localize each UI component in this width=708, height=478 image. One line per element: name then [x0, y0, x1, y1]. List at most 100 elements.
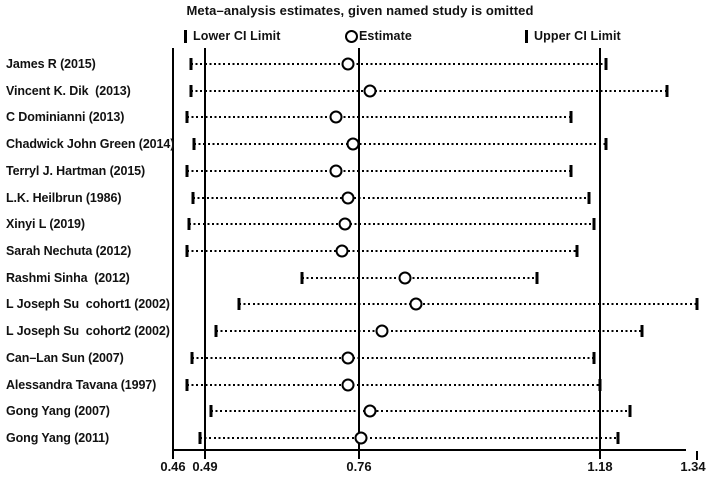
lower-ci-marker: [189, 84, 193, 97]
lower-ci-marker: [237, 298, 241, 311]
upper-ci-marker: [616, 431, 620, 444]
lower-ci-marker: [198, 431, 202, 444]
legend-upper-ci: Upper CI Limit: [525, 29, 621, 43]
ci-dotted-line: [210, 410, 631, 413]
estimate-marker: [341, 191, 355, 205]
ci-dotted-line: [239, 303, 697, 306]
upper-ci-marker: [592, 218, 596, 231]
lower-ci-marker: [189, 58, 193, 70]
study-label: Gong Yang (2011): [6, 430, 110, 445]
upper-ci-marker: [604, 58, 608, 70]
x-axis-tick-label: 0.49: [192, 459, 218, 474]
upper-ci-marker: [569, 111, 573, 124]
estimate-marker: [363, 84, 377, 98]
ci-dotted-line: [216, 330, 643, 333]
study-label: L Joseph Su cohort2 (2002): [6, 324, 170, 339]
ci-dotted-line: [191, 89, 667, 92]
estimate-marker: [409, 297, 423, 311]
estimate-marker: [335, 244, 349, 258]
upper-ci-marker: [575, 244, 579, 257]
upper-ci-marker: [640, 325, 644, 338]
ci-dotted-line: [199, 436, 619, 439]
upper-ci-bar-icon: [525, 29, 528, 43]
ci-dotted-line: [186, 249, 578, 252]
lower-ci-marker: [191, 191, 195, 204]
lower-ci-marker: [185, 111, 189, 124]
ci-dotted-line: [301, 276, 537, 279]
study-label: C Dominianni (2013): [6, 110, 125, 125]
lower-ci-marker: [209, 405, 213, 418]
lower-ci-marker: [187, 218, 191, 231]
estimate-marker: [363, 404, 377, 418]
ci-dotted-line: [186, 116, 572, 119]
lower-ci-marker: [185, 244, 189, 257]
lower-ci-marker: [185, 378, 189, 391]
study-label: James R (2015): [6, 57, 96, 71]
upper-ci-marker: [695, 298, 699, 311]
study-label: Can–Lan Sun (2007): [6, 350, 124, 365]
study-label: Gong Yang (2007): [6, 404, 110, 419]
estimate-circle-icon: [345, 29, 358, 43]
legend-lower-ci: Lower CI Limit: [184, 29, 281, 43]
upper-ci-marker: [604, 138, 608, 151]
estimate-marker: [338, 217, 352, 231]
x-axis-tick: [358, 450, 360, 459]
legend-estimate: Estimate: [345, 29, 412, 43]
upper-ci-marker: [628, 405, 632, 418]
estimate-marker: [341, 351, 355, 365]
upper-ci-marker: [569, 164, 573, 177]
estimate-marker: [398, 271, 412, 285]
x-axis-tick-label: 1.18: [587, 459, 613, 474]
estimate-marker: [341, 378, 355, 392]
upper-ci-marker: [587, 191, 591, 204]
ref-line-overall-lower-ci: [204, 48, 206, 450]
chart-title: Meta–analysis estimates, given named stu…: [186, 3, 534, 18]
upper-ci-marker: [592, 351, 596, 364]
lower-ci-marker: [214, 325, 218, 338]
x-axis-tick: [172, 450, 174, 459]
x-axis-tick-label: 1.34: [680, 459, 706, 474]
legend-lower-label: Lower CI Limit: [193, 29, 281, 43]
ci-dotted-line: [191, 63, 607, 65]
ci-dotted-line: [186, 169, 572, 172]
estimate-marker: [329, 164, 343, 178]
upper-ci-marker: [598, 378, 602, 391]
study-label: Terryl J. Hartman (2015): [6, 163, 146, 178]
estimate-marker: [354, 431, 368, 445]
lower-ci-marker: [300, 271, 304, 284]
x-axis-tick-label: 0.76: [346, 459, 372, 474]
ci-dotted-line: [194, 143, 607, 146]
ci-dotted-line: [192, 356, 595, 359]
study-label: Vincent K. Dik (2013): [6, 83, 131, 98]
estimate-marker: [341, 57, 355, 71]
ci-dotted-line: [189, 223, 595, 226]
study-label: Sarah Nechuta (2012): [6, 243, 132, 258]
lower-ci-marker: [192, 138, 196, 151]
estimate-marker: [329, 110, 343, 124]
ref-line-overall-upper-ci: [599, 48, 601, 450]
ref-line-overall-estimate: [358, 48, 360, 450]
upper-ci-marker: [665, 84, 669, 97]
estimate-marker: [346, 137, 360, 151]
x-axis-tick: [696, 451, 698, 460]
legend-upper-label: Upper CI Limit: [534, 29, 621, 43]
axis-frame-line: [172, 48, 174, 450]
x-axis-tick: [204, 450, 206, 459]
study-label: Rashmi Sinha (2012): [6, 270, 130, 285]
lower-ci-marker: [190, 351, 194, 364]
study-label: L Joseph Su cohort1 (2002): [6, 297, 170, 312]
study-label: L.K. Heilbrun (1986): [6, 190, 122, 205]
lower-ci-bar-icon: [184, 29, 187, 43]
ci-dotted-line: [193, 196, 589, 199]
estimate-marker: [375, 324, 389, 338]
study-label: Xinyi L (2019): [6, 217, 85, 232]
legend-estimate-label: Estimate: [359, 29, 412, 43]
study-label: Chadwick John Green (2014): [6, 137, 175, 152]
study-label: Alessandra Tavana (1997): [6, 377, 157, 392]
upper-ci-marker: [535, 271, 539, 284]
x-axis-tick-label: 0.46: [160, 459, 186, 474]
lower-ci-marker: [185, 164, 189, 177]
ci-dotted-line: [186, 383, 600, 386]
x-axis-line: [173, 449, 686, 451]
